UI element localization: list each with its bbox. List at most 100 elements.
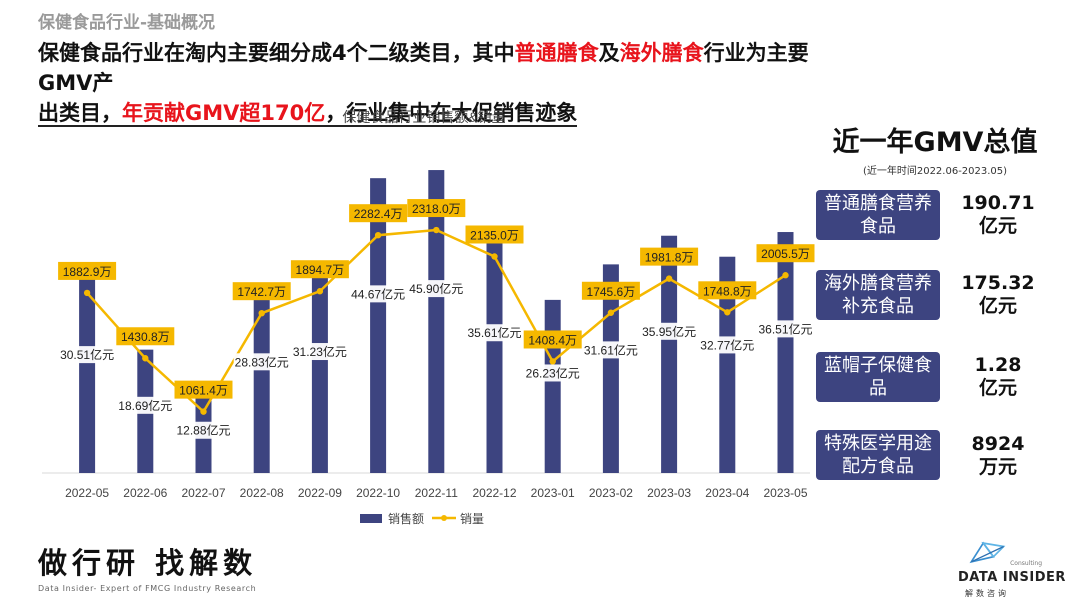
volume-point-2022-10 [374,231,382,239]
category-value-3: 1.28 亿元 [948,354,1048,400]
category-value-4-unit: 万元 [978,456,1017,478]
headline-highlight-1: 普通膳食 [514,41,599,65]
bar-label-bg-2022-11 [408,280,465,298]
headline-highlight-2: 海外膳食 [619,41,704,65]
volume-label-bg-2022-10 [349,204,408,223]
volume-label-2023-04: 1748.8万 [703,284,752,298]
legend-label-volume: 销量 [460,512,484,526]
bar-label-bg-2023-03 [641,322,698,340]
volume-label-2022-06: 1430.8万 [121,330,170,344]
volume-label-bg-2023-02 [581,281,640,300]
volume-point-2022-09 [316,288,324,295]
volume-point-2022-12 [491,253,498,260]
volume-label-bg-2022-05 [58,261,117,280]
volume-point-2023-02 [607,309,615,316]
legend-swatch-volume-dot [441,515,447,521]
x-tick-2022-10: 2022-10 [356,486,400,500]
x-tick-2022-07: 2022-07 [181,486,225,500]
volume-label-2022-05: 1882.9万 [63,265,112,279]
bar-2022-09 [311,266,328,473]
volume-label-2023-01: 1408.4万 [528,333,577,347]
bar-label-2022-12: 35.61亿元 [467,325,521,340]
bar-label-bg-2023-02 [582,341,639,359]
volume-point-2023-01 [549,358,556,365]
volume-point-2022-06 [142,355,149,362]
volume-label-2023-02: 1745.6万 [587,285,636,299]
category-value-3-unit: 亿元 [978,377,1017,399]
bar-label-bg-2022-09 [291,343,348,361]
volume-point-2022-07 [200,408,207,415]
footer-tagline: Data Insider- Expert of FMCG Industry Re… [38,584,257,593]
category-box-1: 普通膳食营养食品 [816,190,940,240]
category-box-3: 蓝帽子保健食品 [816,352,940,402]
x-tick-2022-08: 2022-08 [240,486,284,500]
volume-point-2023-04 [724,309,731,316]
volume-label-bg-2022-08 [232,282,291,301]
bar-2022-12 [486,237,503,473]
headline-underlined-line: 出类目，年贡献GMV超170亿，行业集中在大促销售迹象 [38,101,578,127]
logo-consulting-text: Consulting [1010,560,1042,567]
headline-part2: 及 [598,41,620,65]
volume-label-2022-12: 2135.0万 [470,228,519,242]
bar-2023-03 [661,235,678,473]
volume-point-2023-03 [665,275,673,282]
volume-label-bg-2022-07 [174,380,233,399]
bar-2022-05 [79,271,96,473]
bar-label-2022-10: 44.67亿元 [351,286,405,301]
bar-label-bg-2022-06 [117,396,174,414]
footer-slogan: 做行研 找解数 [38,546,258,580]
x-tick-2023-05: 2023-05 [763,486,807,500]
bar-label-2023-04: 32.77亿元 [700,337,754,352]
headline-part1: 保健食品行业在淘内主要细分成4个二级类目，其中 [38,41,515,65]
category-value-2-number: 175.32 [961,272,1035,294]
side-panel-title: 近一年GMV总值 [832,127,1038,158]
volume-point-2022-05 [83,289,91,297]
bar-label-bg-2022-08 [233,353,290,371]
category-value-1-unit: 亿元 [978,215,1017,237]
side-panel-subtitle: (近一年时间2022.06-2023.05) [862,166,1008,177]
x-tick-2022-05: 2022-05 [65,486,109,500]
bar-label-2022-09: 31.23亿元 [293,344,347,359]
bar-label-2023-05: 36.51亿元 [758,321,812,336]
bar-label-2023-01: 26.23亿元 [526,365,580,380]
volume-label-bg-2023-05 [756,244,815,263]
bar-2023-01 [544,299,561,473]
bar-label-bg-2023-05 [757,320,814,338]
logo-cn-name: 解数咨询 [965,589,1009,598]
x-tick-2023-01: 2023-01 [531,486,575,500]
volume-label-bg-2022-09 [290,260,349,279]
legend-label-sales: 销售额 [388,511,424,526]
category-value-2-unit: 亿元 [978,295,1017,317]
bar-label-bg-2022-05 [59,346,116,364]
headline-highlight-3: 年贡献GMV超170亿 [122,101,326,125]
category-value-1: 190.71 亿元 [948,192,1048,238]
volume-point-2022-08 [258,309,265,317]
bar-label-2023-03: 35.95亿元 [642,324,696,339]
headline: 保健食品行业在淘内主要细分成4个二级类目，其中普通膳食及海外膳食行业为主要GMV… [38,38,818,128]
category-value-4: 8924 万元 [948,433,1048,479]
bar-label-bg-2022-10 [350,285,407,303]
volume-label-bg-2023-01 [523,330,582,349]
legend-swatch-sales [360,514,382,523]
logo-name: DATA INSIDER [958,570,1066,585]
x-tick-2022-11: 2022-11 [415,486,458,500]
bar-label-bg-2023-04 [699,336,756,354]
volume-label-bg-2022-11 [407,199,466,218]
bar-2023-05 [777,232,794,473]
bar-2022-10 [370,178,387,473]
category-box-2: 海外膳食营养补充食品 [816,270,940,320]
volume-label-2022-11: 2318.0万 [412,202,461,216]
volume-label-2023-05: 2005.5万 [761,247,810,261]
volume-label-2023-03: 1981.8万 [645,251,694,265]
volume-label-bg-2022-06 [116,327,175,346]
bar-label-2022-07: 12.88亿元 [176,423,230,438]
volume-label-bg-2023-03 [640,247,699,266]
bar-label-bg-2023-01 [524,364,581,382]
data-insider-logo-icon [969,541,1006,564]
x-tick-2023-04: 2023-04 [705,486,749,500]
bar-2022-11 [428,170,445,473]
category-value-4-number: 8924 [971,433,1025,455]
category-value-2: 175.32 亿元 [948,272,1048,318]
volume-label-2022-09: 1894.7万 [296,263,345,277]
volume-label-bg-2023-04 [698,281,757,300]
